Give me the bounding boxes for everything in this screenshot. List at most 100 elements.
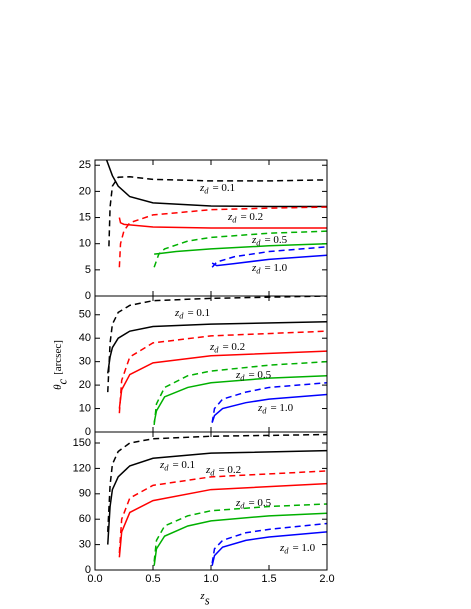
curve	[211, 254, 327, 267]
curve	[105, 160, 327, 208]
y-tick-label: 90	[79, 488, 91, 500]
annotation-sub: d	[240, 502, 245, 511]
annotation: zd = 0.1	[159, 459, 195, 473]
y-tick-label: 0	[85, 426, 91, 438]
y-tick-label: 30	[79, 539, 91, 551]
x-tick-label: 1.0	[203, 573, 218, 585]
annotation-text: = 0.1	[187, 307, 210, 319]
annotation-var: z	[235, 497, 241, 509]
curve	[118, 217, 327, 229]
plot-area	[107, 433, 327, 566]
curve	[153, 374, 327, 423]
x-tick-label: 0.0	[87, 573, 102, 585]
curve	[211, 522, 327, 564]
annotation-sub: d	[204, 187, 209, 196]
x-axis-label-var: z	[199, 590, 205, 602]
curve	[211, 531, 327, 566]
y-tick-label: 0	[85, 564, 91, 576]
annotation-var: z	[227, 211, 233, 223]
annotation-text: = 0.5	[248, 369, 271, 381]
y-tick-label: 30	[79, 356, 91, 368]
annotation: zd = 0.2	[209, 341, 245, 355]
annotation: zd = 0.1	[199, 182, 235, 196]
annotation-var: z	[235, 369, 241, 381]
x-axis-label-sub: s	[205, 593, 210, 607]
y-tick-label: 150	[73, 437, 91, 449]
y-tick-label: 60	[79, 513, 91, 525]
annotation-sub: d	[210, 469, 215, 478]
plot-area	[105, 160, 327, 268]
annotation-text: = 1.0	[292, 542, 315, 554]
annotation-text: = 1.0	[270, 402, 293, 414]
plot-area	[107, 296, 327, 426]
y-axis-label-sub: c	[55, 379, 69, 385]
y-tick-label: 50	[79, 309, 91, 321]
y-axis-label: θc [arcsec]	[52, 340, 70, 390]
y-tick-label: 15	[79, 211, 91, 223]
annotation: zd = 1.0	[251, 262, 288, 276]
annotation-sub: d	[256, 267, 261, 276]
annotation-sub: d	[256, 239, 261, 248]
annotation: zd = 0.5	[251, 234, 288, 248]
annotation-text: = 0.5	[264, 234, 287, 246]
annotation-var: z	[159, 459, 165, 471]
x-tick-label: 2.0	[319, 573, 334, 585]
curve	[153, 512, 327, 566]
annotation-var: z	[205, 464, 211, 476]
annotation-text: = 0.2	[240, 211, 263, 223]
x-tick-label: 0.5	[145, 573, 160, 585]
annotation: zd = 0.5	[235, 497, 272, 511]
annotation-sub: d	[240, 374, 245, 383]
curve	[211, 382, 327, 423]
annotation: zd = 0.1	[174, 307, 210, 321]
annotation-var: z	[257, 402, 263, 414]
annotation-text: = 1.0	[264, 262, 287, 274]
y-tick-label: 25	[79, 159, 91, 171]
curve	[211, 393, 327, 423]
curve	[153, 360, 327, 426]
x-axis-label: zs	[199, 590, 209, 608]
annotation-var: z	[209, 341, 215, 353]
annotation-sub: d	[164, 464, 169, 473]
annotation-text: = 0.2	[218, 464, 241, 476]
annotation-text: = 0.5	[248, 497, 271, 509]
annotation: zd = 1.0	[279, 542, 316, 556]
curve	[118, 330, 327, 414]
curve	[118, 482, 327, 558]
y-tick-label: 120	[73, 462, 91, 474]
annotation-sub: d	[284, 547, 289, 556]
x-tick-label: 1.5	[261, 573, 276, 585]
annotation: zd = 0.5	[235, 369, 272, 383]
curve	[118, 350, 327, 409]
y-tick-label: 5	[85, 264, 91, 276]
annotation-var: z	[251, 234, 257, 246]
y-tick-label: 0	[85, 290, 91, 302]
annotation: zd = 1.0	[257, 402, 294, 416]
y-axis-label-var: θ	[52, 384, 64, 390]
curve	[118, 206, 327, 268]
annotation-sub: d	[262, 407, 267, 416]
curve	[107, 321, 327, 374]
annotation-var: z	[251, 262, 257, 274]
panel-frame	[94, 431, 328, 571]
annotation: zd = 0.2	[205, 464, 241, 478]
annotation-text: = 0.1	[212, 182, 235, 194]
y-axis-label-text: [arcsec]	[52, 340, 64, 375]
curve	[118, 470, 327, 554]
curve	[107, 433, 327, 532]
annotation-sub: d	[214, 346, 219, 355]
y-tick-label: 20	[79, 185, 91, 197]
y-tick-label: 20	[79, 379, 91, 391]
annotation-var: z	[279, 542, 285, 554]
curve	[108, 175, 327, 247]
y-tick-label: 40	[79, 332, 91, 344]
curve	[107, 449, 327, 545]
annotation-var: z	[199, 182, 205, 194]
annotation-sub: d	[232, 216, 237, 225]
annotation-text: = 0.1	[172, 459, 195, 471]
y-tick-label: 10	[79, 238, 91, 250]
annotation: zd = 0.2	[227, 211, 263, 225]
annotation-var: z	[174, 307, 180, 319]
curve	[211, 246, 327, 268]
